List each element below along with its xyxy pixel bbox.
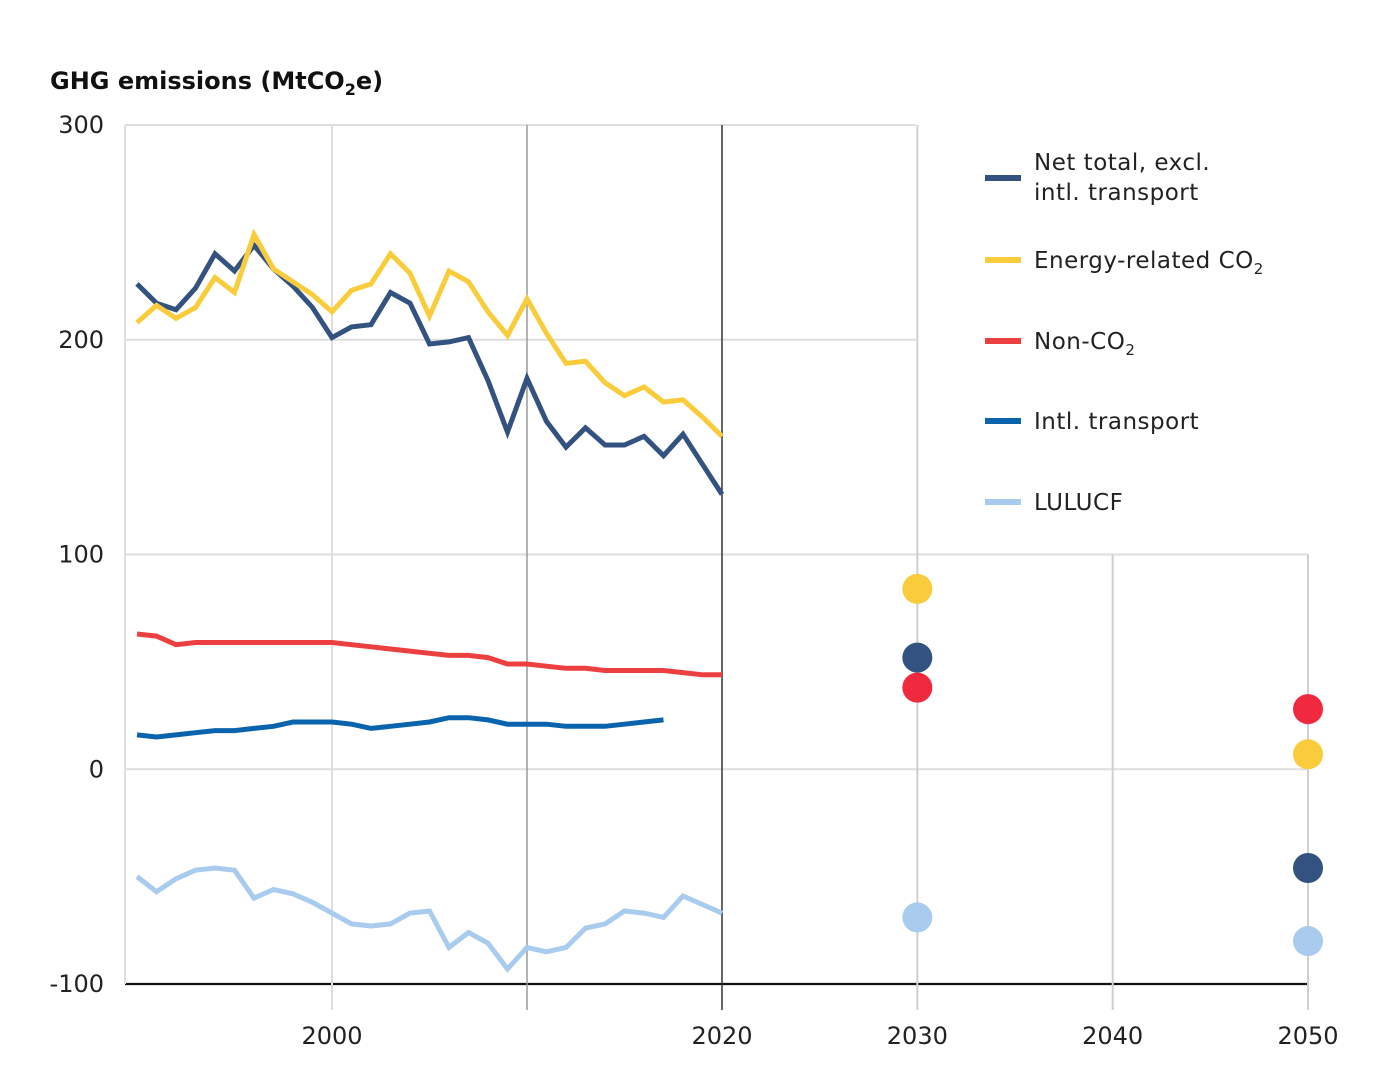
target-markers [902, 573, 1323, 957]
y-axis-title-suffix: e) [356, 67, 383, 95]
series-line-nonco2 [136, 631, 722, 678]
x-tick-label-0: 2000 [301, 1022, 362, 1050]
legend-label-net-line2: intl. transport [1034, 180, 1199, 206]
legend-label-intl: Intl. transport [1034, 409, 1199, 435]
target-marker-nonco2-2030 [902, 672, 933, 703]
target-marker-energy-2050 [1293, 739, 1323, 770]
legend-label-nonco2: Non-CO2 [1034, 329, 1135, 359]
series-line-intl [136, 715, 664, 740]
series-line-energy [135, 228, 724, 439]
target-marker-nonco2-2050 [1293, 694, 1323, 725]
legend-label-energy: Energy-related CO2 [1034, 248, 1264, 278]
y-axis-title: GHG emissions (MtCO2e) [50, 67, 383, 99]
y-tick-label-2: 100 [58, 541, 104, 569]
target-marker-lulucf-2030 [902, 902, 933, 933]
x-tick-label-3: 2040 [1082, 1022, 1143, 1050]
x-tick-label-2: 2030 [887, 1022, 948, 1050]
target-marker-net-2050 [1293, 853, 1323, 884]
target-marker-lulucf-2050 [1293, 926, 1323, 957]
y-axis-title-subscript: 2 [345, 80, 356, 99]
legend: Net total, excl. intl. transport Energy-re… [985, 150, 1264, 516]
legend-label-net-line1: Net total, excl. [1034, 150, 1210, 176]
x-tick-labels: 2000 2020 2030 2040 2050 [301, 1022, 1338, 1050]
y-axis-title-text: GHG emissions (MtCO2e) [50, 67, 383, 99]
y-tick-label-1: 200 [58, 326, 104, 354]
series-line-net [135, 241, 725, 496]
y-tick-label-4: -100 [50, 970, 104, 998]
x-tick-label-4: 2050 [1277, 1022, 1338, 1050]
x-tick-label-1: 2020 [691, 1022, 752, 1050]
gridlines [124, 124, 1309, 1010]
y-tick-labels: 300 200 100 0 -100 [50, 111, 104, 998]
target-marker-net-2030 [902, 642, 933, 673]
y-axis-title-main: GHG emissions (MtCO [50, 67, 345, 95]
series-lines [135, 228, 725, 973]
legend-label-lulucf: LULUCF [1034, 490, 1123, 516]
y-tick-label-3: 0 [89, 755, 104, 783]
series-line-lulucf [135, 865, 724, 973]
target-marker-energy-2030 [902, 573, 933, 604]
y-tick-label-0: 300 [58, 111, 104, 139]
